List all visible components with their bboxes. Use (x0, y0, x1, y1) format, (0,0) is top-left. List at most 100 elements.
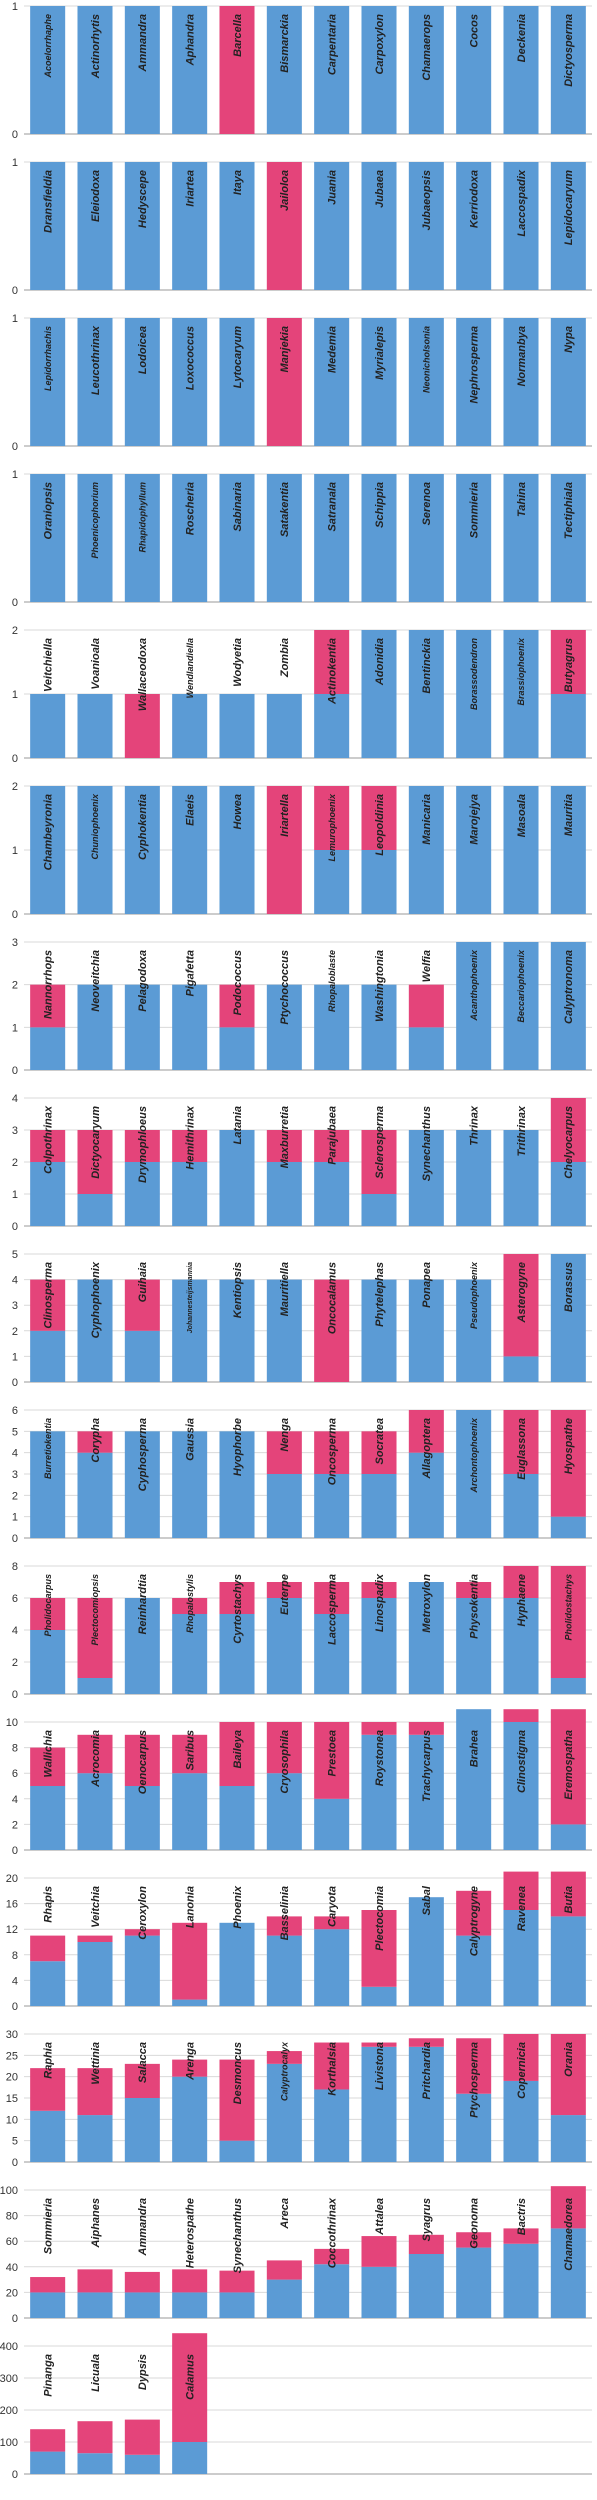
category-label: Tahina (516, 482, 528, 517)
category-label: Coccothrinax (327, 2197, 339, 2268)
y-tick-label: 3 (12, 1469, 18, 1481)
category-label: Physokentia (469, 1574, 481, 1639)
bar-segment-blue (172, 786, 208, 914)
bar-segment-pink (172, 1598, 208, 1614)
y-tick-label: 1 (12, 1022, 18, 1034)
bar-segment-pink (77, 1935, 113, 1942)
category-label: Ravenea (516, 1886, 528, 1931)
y-tick-label: 4 (12, 1275, 18, 1287)
bar-segment-blue (361, 1279, 397, 1382)
category-label: Reinhardtia (137, 1574, 149, 1635)
bar-segment-pink (266, 318, 302, 446)
bar-segment-blue (456, 474, 492, 602)
panel-13: 0 4 8 12 16 20 Rhapis Veitchia Ceroxylon Lanonia P… (6, 1871, 592, 2013)
category-label: Bismarckia (279, 14, 291, 73)
bar-segment-pink (266, 786, 302, 914)
bar-segment-blue (219, 2140, 255, 2162)
category-label: Johannesteijsmannia (187, 1262, 194, 1333)
category-label: Oncosperma (327, 1418, 339, 1485)
y-tick-label: 25 (6, 2050, 18, 2062)
bar-segment-blue (503, 786, 539, 914)
y-tick-label: 0 (12, 441, 18, 453)
bar-segment-pink (77, 2269, 113, 2293)
category-label: Raphia (43, 2042, 55, 2079)
bar-segment-blue (172, 1162, 208, 1226)
bar-segment-pink (30, 1130, 66, 1162)
y-tick-label: 0 (12, 1845, 18, 1857)
bar-segment-blue (550, 1916, 586, 2006)
category-label: Calamus (185, 2354, 197, 2400)
bar-segment-blue (550, 694, 586, 758)
y-tick-label: 5 (12, 1249, 18, 1261)
bar-segment-blue (124, 6, 160, 134)
bar-segment-pink (124, 1929, 160, 1936)
bar-segment-pink (503, 2034, 539, 2081)
bar-segment-pink (266, 1916, 302, 1936)
category-label: Hyospathe (563, 1418, 575, 1474)
category-label: Masoala (516, 794, 528, 837)
bar-segment-blue (266, 1935, 302, 2006)
bar-segment-blue (408, 318, 444, 446)
y-tick-label: 2 (12, 781, 18, 793)
y-tick-label: 0 (12, 597, 18, 609)
bar-segment-pink (124, 1734, 160, 1786)
bar-segment-pink (266, 1722, 302, 1774)
bar-segment-pink (314, 786, 350, 850)
category-label: Eremospatha (563, 1730, 575, 1800)
category-label: Pelagodoxa (137, 950, 149, 1012)
bar-segment-blue (77, 474, 113, 602)
category-label: Carpoxylon (374, 14, 386, 75)
bar-segment-blue (503, 474, 539, 602)
bar-segment-pink (124, 2419, 160, 2455)
bar-segment-pink (77, 1598, 113, 1678)
category-label: Arenga (185, 2042, 197, 2081)
category-label: Rhopalostylis (185, 1574, 195, 1633)
y-tick-label: 0 (12, 1377, 18, 1389)
category-label: Parajubaea (327, 1106, 339, 1165)
category-label: Actinokentia (327, 638, 339, 705)
category-label: Iriartea (185, 170, 197, 207)
panel-10: 0 1 2 3 4 5 6 Burretiokentia Corypha Cyphosperma G… (12, 1405, 592, 1545)
bar-segment-blue (314, 1474, 350, 1538)
category-label: Rhapis (43, 1886, 55, 1923)
category-label: Calyptrocalyx (279, 2041, 289, 2101)
y-tick-label: 3 (12, 937, 18, 949)
bar-segment-pink (408, 2038, 444, 2047)
bar-segment-blue (361, 630, 397, 758)
bar-segment-pink (314, 1722, 350, 1799)
bar-segment-blue (77, 1942, 113, 2006)
bar-segment-blue (266, 2279, 302, 2318)
bar-segment-blue (219, 2292, 255, 2318)
y-tick-label: 2 (12, 1657, 18, 1669)
bar-segment-pink (314, 2042, 350, 2090)
category-label: Drymophloeus (137, 1106, 149, 1183)
category-label: Iriartella (279, 794, 291, 837)
category-label: Roscheria (185, 482, 197, 535)
bar-segment-blue (314, 1798, 350, 1850)
bar-segment-blue (550, 318, 586, 446)
bar-segment-pink (361, 786, 397, 850)
category-label: Phoenicophorium (90, 482, 100, 559)
category-label: Gaussia (185, 1418, 197, 1461)
bar-segment-blue (77, 6, 113, 134)
y-tick-label: 20 (6, 1873, 18, 1885)
y-tick-label: 6 (12, 1593, 18, 1605)
bar-segment-blue (550, 1678, 586, 1694)
category-label: Pholidocarpus (43, 1574, 53, 1637)
bar-segment-blue (456, 942, 492, 1070)
bar-segment-pink (172, 2333, 208, 2442)
category-label: Allagoptera (421, 1418, 433, 1480)
bar-segment-blue (77, 162, 113, 290)
bar-segment-blue (219, 1130, 255, 1226)
category-label: Voanioala (90, 638, 102, 690)
bar-segment-blue (219, 162, 255, 290)
bar-segment-blue (172, 984, 208, 1070)
category-label: Neonicholsonia (421, 326, 431, 393)
bar-segment-blue (361, 318, 397, 446)
category-label: Kentiopsis (232, 1262, 244, 1318)
bar-segment-blue (172, 2076, 208, 2162)
y-tick-label: 8 (12, 1743, 18, 1755)
category-label: Caryota (327, 1886, 339, 1927)
bar-segment-pink (219, 984, 255, 1028)
category-label: Mauritia (563, 794, 575, 836)
